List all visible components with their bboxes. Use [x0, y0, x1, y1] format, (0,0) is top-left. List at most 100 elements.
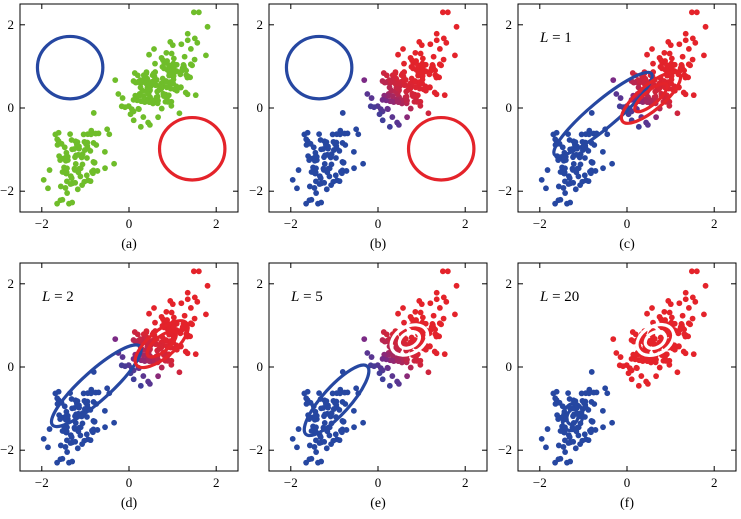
data-point	[166, 62, 172, 69]
data-point	[192, 351, 199, 358]
data-point	[93, 142, 100, 148]
data-point	[430, 53, 437, 60]
data-point	[326, 432, 333, 439]
data-point	[73, 141, 80, 148]
data-point	[340, 418, 347, 425]
data-point	[557, 169, 564, 175]
data-point	[313, 424, 319, 431]
data-point	[433, 296, 440, 303]
data-point	[170, 65, 177, 71]
data-point	[94, 427, 101, 433]
data-point	[322, 400, 329, 407]
data-point	[176, 369, 183, 376]
data-point	[318, 458, 325, 465]
y-tick-label: −2	[0, 442, 14, 457]
data-point	[599, 407, 606, 414]
data-point	[158, 84, 164, 91]
plot-area	[284, 9, 476, 207]
data-point	[426, 343, 433, 350]
data-point	[395, 51, 401, 58]
data-point	[668, 65, 675, 71]
data-point	[91, 159, 98, 166]
data-point	[395, 99, 402, 106]
data-point	[394, 378, 401, 385]
data-point	[155, 114, 161, 121]
data-point	[143, 70, 150, 77]
x-tick-label: 2	[462, 475, 469, 490]
data-point	[644, 358, 651, 365]
data-point	[666, 309, 673, 316]
data-point	[55, 129, 62, 136]
data-point	[64, 449, 71, 455]
data-point	[294, 185, 300, 192]
data-point	[389, 98, 395, 105]
data-point	[176, 110, 183, 117]
data-point	[336, 147, 343, 154]
data-point	[101, 148, 108, 155]
data-point	[46, 426, 53, 432]
data-point	[102, 165, 108, 172]
data-point	[386, 84, 393, 91]
data-point	[617, 354, 624, 360]
data-point	[130, 117, 137, 124]
data-point	[304, 129, 311, 136]
y-tick-label: 0	[506, 359, 513, 374]
data-point	[303, 141, 310, 148]
panel-caption: (e)	[370, 496, 386, 511]
data-point	[588, 110, 595, 116]
data-point	[404, 97, 410, 104]
data-point	[159, 63, 166, 70]
data-point	[146, 81, 153, 87]
data-point	[389, 93, 396, 99]
data-point	[313, 178, 319, 185]
data-point	[80, 390, 87, 397]
data-point	[45, 444, 51, 451]
data-point	[140, 114, 147, 120]
data-point	[604, 390, 611, 397]
data-point	[562, 449, 569, 455]
data-point	[620, 363, 626, 370]
data-point	[154, 347, 161, 354]
data-point	[409, 93, 416, 99]
data-point	[311, 185, 318, 191]
panel-1: −2 0 2 −2 0 2 (a)	[0, 3, 239, 252]
data-point	[54, 395, 61, 402]
data-point	[386, 123, 393, 130]
data-point	[84, 414, 90, 420]
data-point	[179, 65, 186, 72]
data-point	[79, 151, 86, 158]
data-point	[151, 46, 157, 52]
data-point	[160, 93, 167, 99]
y-tick-label: 0	[506, 100, 513, 115]
data-point	[63, 428, 70, 435]
data-point	[72, 161, 79, 167]
data-point	[91, 418, 98, 425]
data-point	[679, 53, 686, 60]
data-point	[693, 9, 700, 16]
data-point	[701, 311, 707, 318]
data-point	[74, 445, 81, 452]
data-point	[562, 165, 568, 172]
data-point	[170, 324, 177, 330]
data-point	[119, 354, 126, 360]
data-point	[439, 9, 446, 16]
data-point	[145, 119, 152, 126]
data-point	[339, 110, 346, 116]
y-tick-label: −2	[498, 442, 512, 457]
data-point	[184, 289, 191, 296]
data-point	[419, 65, 426, 71]
data-point	[134, 72, 141, 79]
data-point	[682, 289, 689, 296]
data-point	[62, 185, 69, 191]
data-point	[440, 56, 447, 63]
data-point	[55, 388, 62, 395]
data-point	[441, 351, 448, 358]
data-point	[181, 312, 188, 319]
data-point	[336, 406, 343, 413]
data-point	[137, 77, 144, 84]
data-point	[321, 413, 327, 420]
data-point	[644, 310, 650, 317]
data-point	[289, 435, 296, 442]
blue-component-ellipse	[560, 401, 585, 433]
data-point	[581, 172, 588, 179]
